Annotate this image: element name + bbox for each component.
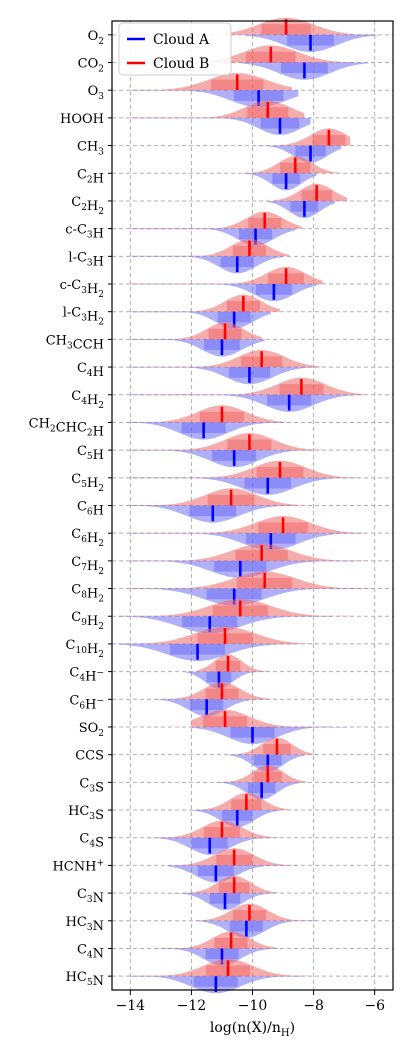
- legend-box: [118, 22, 232, 76]
- category-label: c-C3H2: [60, 278, 104, 300]
- category-label: HC3N: [66, 915, 104, 934]
- category-label: O2: [88, 29, 104, 47]
- category-label: O3: [88, 84, 105, 102]
- legend-label: Cloud A: [153, 32, 210, 48]
- x-tick-label: −10: [238, 998, 268, 1014]
- category-label: SO2: [79, 721, 104, 739]
- x-tick-label: −12: [177, 998, 207, 1014]
- x-tick-label: −14: [116, 998, 146, 1014]
- category-label: HC5N: [66, 970, 104, 989]
- category-label: C4H: [77, 361, 104, 380]
- category-label: C4H−: [69, 666, 104, 685]
- category-label: CCS: [75, 749, 104, 764]
- violin-cloud-b: [130, 433, 323, 451]
- category-label: C6H−: [69, 693, 104, 712]
- category-label: C6H: [77, 500, 104, 519]
- x-axis-label: log(n(X)/nH): [210, 1020, 295, 1039]
- violin-cloud-a: [130, 256, 283, 274]
- category-label: CO2: [78, 57, 104, 75]
- category-label: C8H2: [71, 583, 104, 605]
- category-label: C2H: [77, 167, 104, 186]
- category-label: CH3: [77, 140, 104, 158]
- category-label: C10H2: [66, 638, 104, 660]
- category-label: HOOH: [60, 112, 104, 127]
- legend-label: Cloud B: [153, 56, 209, 72]
- category-label: CH2CHC2H: [29, 416, 104, 439]
- category-label: C4H2: [71, 389, 104, 411]
- violin-cloud-a: [130, 339, 265, 357]
- category-label: C4N: [77, 942, 104, 961]
- category-label: l-C3H2: [63, 306, 104, 328]
- category-label: HC3S: [68, 804, 104, 823]
- category-label: HCNH+: [52, 858, 104, 874]
- category-label: C5H2: [71, 472, 104, 494]
- category-label: c-C3H: [65, 223, 104, 242]
- category-label: C2H2: [71, 195, 104, 217]
- category-label: C3N: [77, 887, 104, 906]
- violin-cloud-b: [130, 516, 366, 534]
- category-label: CH3CCH: [46, 333, 104, 352]
- x-tick-label: −8: [303, 998, 324, 1014]
- category-label: C9H2: [71, 610, 104, 632]
- violin-cloud-a: [130, 477, 357, 495]
- axes-layer: O2 CO2 O3 HOOH CH3 C2H C2H2 c-C3H l-C3H c-C3H2 l-C…: [29, 20, 394, 1014]
- category-label: C3S: [79, 776, 104, 795]
- violin-cloud-a: [130, 394, 363, 412]
- category-label: C4S: [79, 832, 104, 851]
- category-label: C5H: [77, 444, 104, 463]
- x-tick-label: −6: [364, 998, 385, 1014]
- violin-layer: [118, 17, 378, 994]
- category-label: C6H2: [71, 527, 104, 549]
- category-label: C7H2: [71, 555, 104, 577]
- legend: Cloud A Cloud B: [118, 22, 232, 76]
- category-label: l-C3H: [68, 250, 104, 269]
